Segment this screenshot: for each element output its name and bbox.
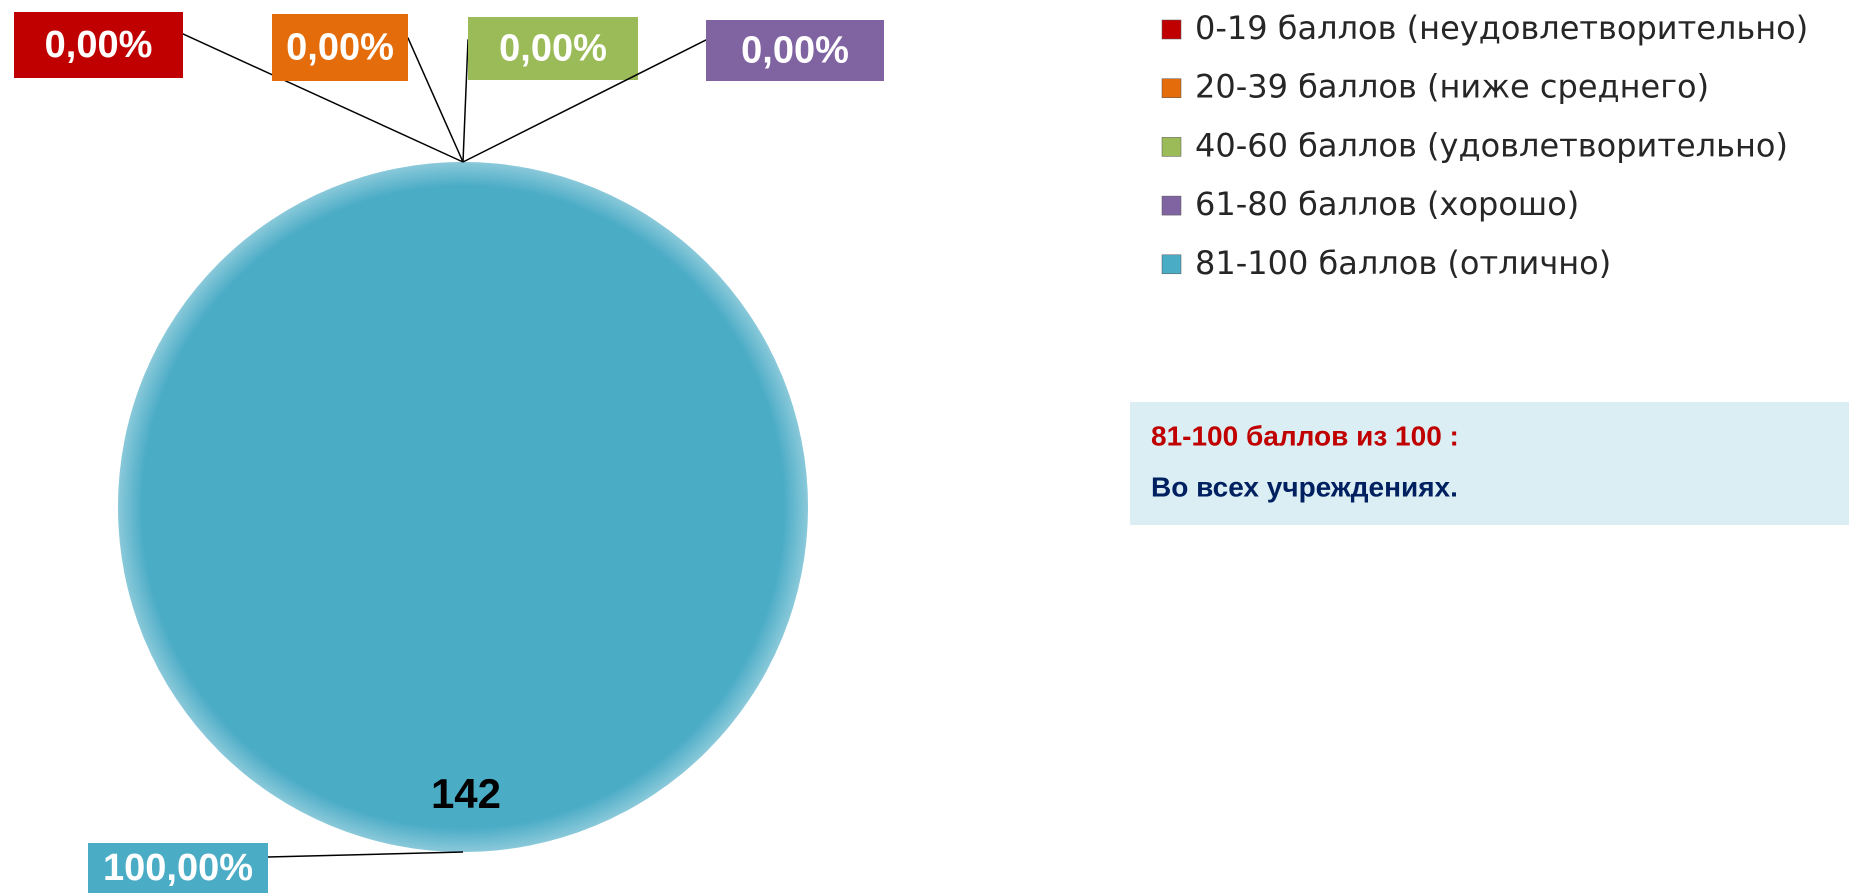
leader-line — [267, 851, 464, 858]
label-box — [272, 14, 408, 81]
label-box — [468, 17, 638, 80]
data-label: 0,00% — [45, 24, 153, 66]
legend-marker — [1161, 137, 1182, 157]
pie-shade — [118, 162, 808, 852]
legend-label: 20-39 баллов (ниже среднего) — [1195, 68, 1709, 106]
note-text: Во всех учреждениях. — [1151, 471, 1458, 502]
legend-label: 61-80 баллов (хорошо) — [1195, 185, 1579, 223]
legend-marker — [1161, 78, 1182, 98]
legend-label: 81-100 баллов (отлично) — [1195, 244, 1611, 282]
label-box — [14, 12, 183, 78]
data-label: 100,00% — [103, 847, 253, 889]
note-box — [1130, 402, 1849, 525]
data-label: 0,00% — [499, 28, 607, 70]
count-label: 142 — [431, 770, 501, 817]
label-box — [88, 843, 268, 893]
label-box — [706, 20, 884, 81]
data-label: 0,00% — [741, 30, 849, 72]
note-title: 81-100 баллов из 100 : — [1151, 420, 1459, 451]
legend-marker — [1161, 19, 1182, 40]
legend-label: 0-19 баллов (неудовлетворительно) — [1195, 9, 1808, 47]
data-label: 0,00% — [286, 27, 394, 69]
legend-label: 40-60 баллов (удовлетворительно) — [1195, 126, 1788, 164]
legend-marker — [1161, 195, 1182, 216]
legend-marker — [1161, 254, 1182, 275]
